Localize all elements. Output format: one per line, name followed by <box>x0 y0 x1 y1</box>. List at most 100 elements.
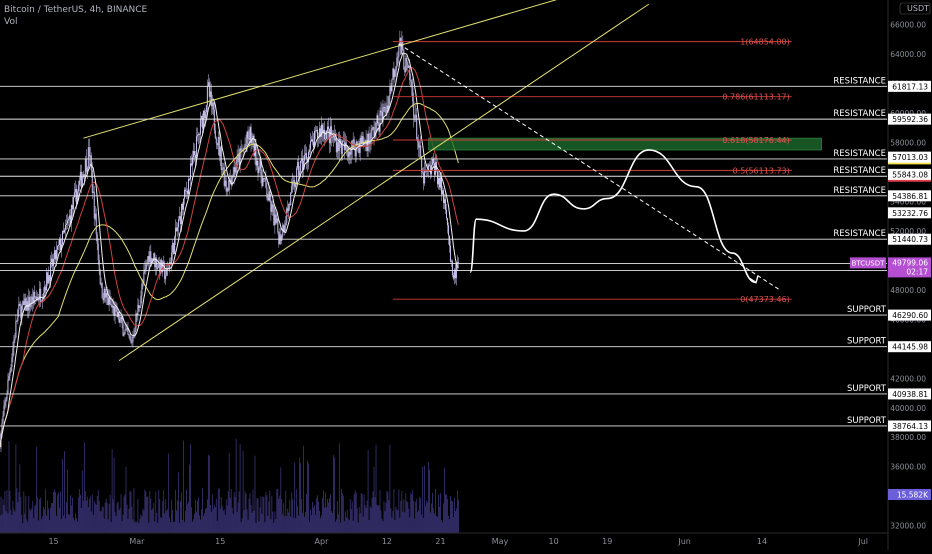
candle <box>310 141 311 149</box>
volume-bar <box>209 456 210 533</box>
volume-bar <box>297 506 298 533</box>
y-tick-label: 36000.00 <box>890 463 926 472</box>
volume-bar <box>42 516 43 533</box>
volume-bar <box>363 517 364 533</box>
candle <box>456 264 457 278</box>
volume-bar <box>169 518 170 533</box>
volume-bar <box>273 523 274 533</box>
volume-bar <box>410 493 411 533</box>
volume-bar <box>182 520 183 533</box>
candle <box>173 243 174 254</box>
candle <box>277 219 278 232</box>
volume-bar <box>438 495 439 533</box>
candle <box>186 191 187 192</box>
candle <box>212 103 213 107</box>
volume-bar <box>407 502 408 533</box>
volume-bar <box>12 515 13 533</box>
candle <box>397 57 398 58</box>
x-tick-label: 15 <box>48 537 58 546</box>
candle <box>125 330 126 335</box>
volume-bar <box>141 517 142 533</box>
candle <box>373 127 374 128</box>
volume-bar <box>304 517 305 533</box>
volume-bar <box>163 490 164 533</box>
volume-bar <box>305 512 306 533</box>
candle <box>219 137 220 156</box>
candle <box>140 296 141 306</box>
volume-bar <box>378 506 379 533</box>
candle <box>120 319 121 322</box>
candle <box>149 251 150 262</box>
volume-bar <box>241 522 242 533</box>
volume-bar <box>327 499 328 533</box>
volume-bar <box>118 501 119 533</box>
candle <box>35 297 36 298</box>
candle <box>424 171 425 184</box>
candle <box>12 348 13 357</box>
candle <box>336 138 337 152</box>
volume-bar <box>356 492 357 533</box>
volume-bar <box>449 519 450 533</box>
level-price-tag: 38764.13 <box>892 422 928 431</box>
candle <box>123 323 124 335</box>
candle <box>73 197 74 209</box>
volume-bar <box>389 500 390 533</box>
volume-bar <box>73 518 74 533</box>
candle <box>293 180 294 181</box>
volume-bar <box>126 467 127 533</box>
volume-bar <box>123 515 124 533</box>
price-tag: 57013.03 <box>892 153 928 162</box>
candle <box>15 321 16 337</box>
volume-bar <box>244 510 245 533</box>
candle <box>178 219 179 227</box>
volume-bar <box>6 511 7 533</box>
candle <box>181 204 182 224</box>
volume-bar <box>151 510 152 533</box>
volume-bar <box>154 521 155 533</box>
volume-bar <box>450 496 451 533</box>
candle <box>166 269 167 276</box>
candle <box>338 142 339 151</box>
volume-bar <box>439 507 440 533</box>
volume-bar <box>50 508 51 533</box>
volume-bar <box>26 519 27 533</box>
volume-bar <box>392 511 393 533</box>
volume-bar <box>358 523 359 533</box>
volume-bar <box>197 501 198 533</box>
candle <box>190 163 191 179</box>
volume-bar <box>48 509 49 533</box>
candle <box>53 259 54 266</box>
volume-bar <box>431 503 432 533</box>
candle <box>312 139 313 141</box>
candle <box>289 204 290 205</box>
volume-bar <box>195 500 196 533</box>
candle <box>409 66 410 80</box>
candle <box>332 137 333 138</box>
level-label: SUPPORT <box>847 305 887 315</box>
candle <box>285 223 286 226</box>
volume-bar <box>79 489 80 533</box>
volume-bar <box>142 509 143 533</box>
volume-bar <box>434 514 435 533</box>
y-tick-label: 40000.00 <box>890 404 926 413</box>
volume-bar <box>84 443 85 533</box>
volume-bar <box>254 511 255 533</box>
volume-bar <box>330 494 331 533</box>
volume-bar <box>242 518 243 533</box>
candle <box>28 297 29 310</box>
volume-bar <box>306 494 307 533</box>
volume-bar <box>31 508 32 533</box>
volume-bar <box>447 499 448 533</box>
x-tick-label: Apr <box>315 537 330 546</box>
candle <box>105 289 106 298</box>
volume-bar <box>337 501 338 533</box>
candle <box>374 127 375 136</box>
candle <box>405 58 406 72</box>
volume-bar <box>400 501 401 533</box>
volume-bar <box>170 522 171 533</box>
candle <box>85 159 86 177</box>
volume-bar <box>309 522 310 533</box>
candle <box>372 128 373 130</box>
